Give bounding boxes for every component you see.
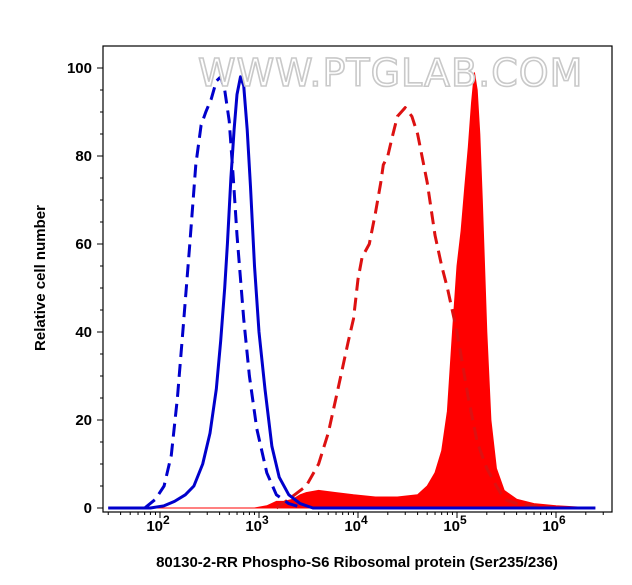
series-2-solid-line xyxy=(108,75,596,510)
x-tick-label: 102 xyxy=(146,513,170,535)
y-axis-title: Relative cell number xyxy=(32,205,49,351)
x-tick-label: 106 xyxy=(542,513,566,535)
series-3-dashed-line xyxy=(143,75,304,510)
x-tick-label: 104 xyxy=(344,513,368,535)
y-tick-label: 60 xyxy=(75,236,92,253)
x-tick-label: 105 xyxy=(443,513,467,535)
y-ticks: 0 20 40 60 80 100 xyxy=(67,60,103,517)
y-tick-label: 0 xyxy=(84,500,92,517)
x-tick-label: 103 xyxy=(245,513,269,535)
y-tick-label: 80 xyxy=(75,148,92,165)
series-1-dashed-line xyxy=(275,106,557,510)
y-tick-label: 100 xyxy=(67,60,92,77)
y-tick-label: 20 xyxy=(75,412,92,429)
series-layer xyxy=(108,72,596,510)
watermark-text: WWW.PTGLAB.COM xyxy=(198,51,583,95)
series-0-filled-histogram xyxy=(108,72,596,509)
watermark-layer: WWW.PTGLAB.COM xyxy=(197,50,583,96)
x-axis-title: 80130-2-RR Phospho-S6 Ribosomal protein … xyxy=(156,554,558,571)
x-ticks: 102 103 104 105 106 xyxy=(107,512,604,535)
y-tick-label: 40 xyxy=(75,324,92,341)
